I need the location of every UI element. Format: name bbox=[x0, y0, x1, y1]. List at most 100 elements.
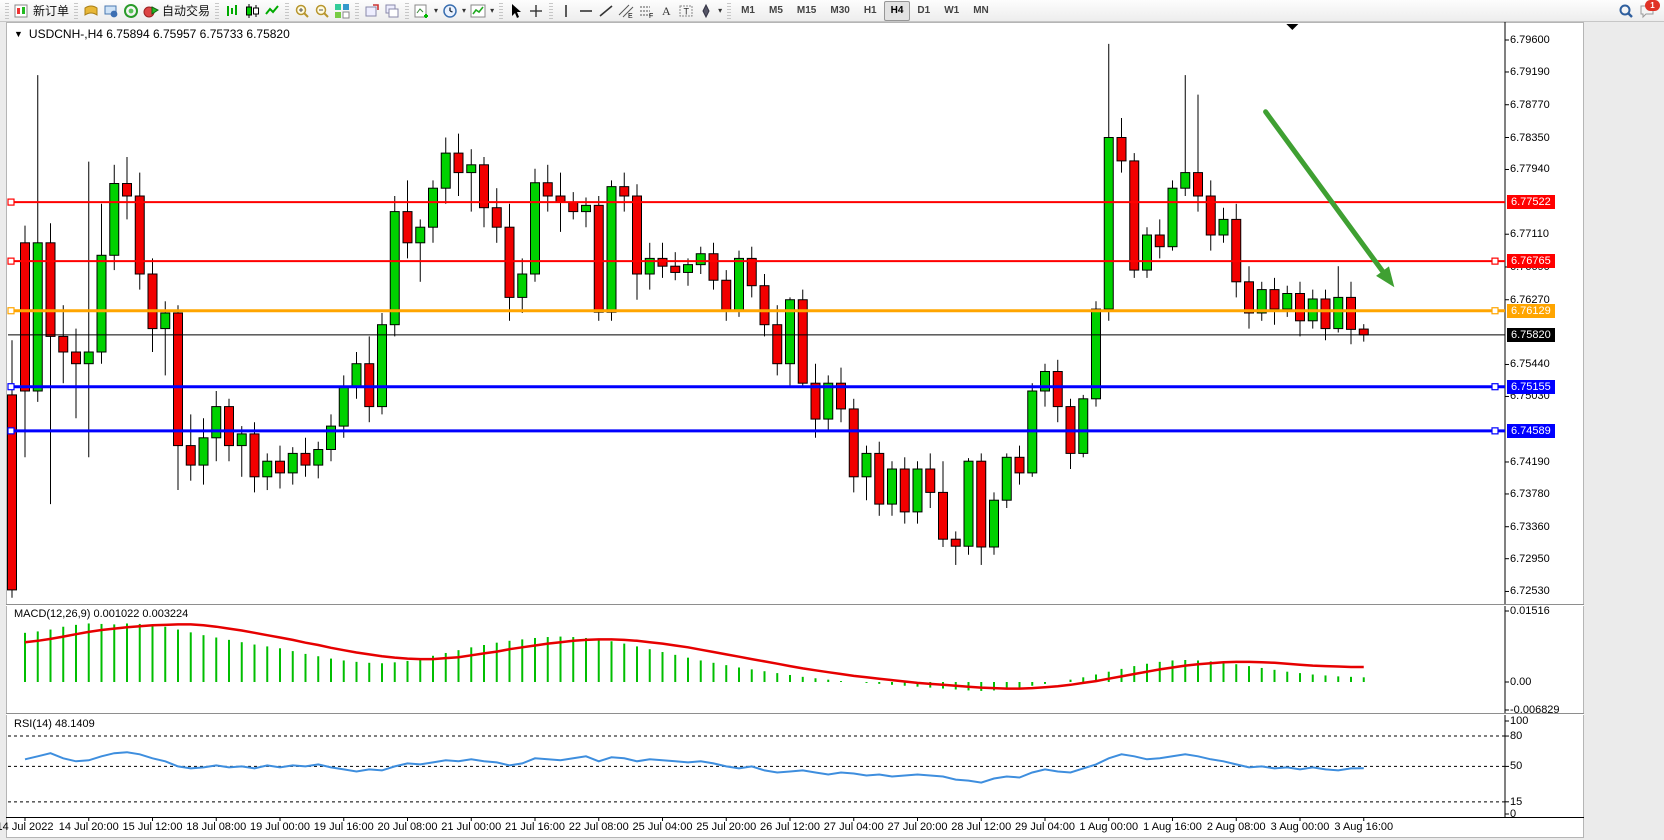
price-axis-tick: 6.73780 bbox=[1510, 487, 1550, 500]
timeframe-button-h1[interactable]: H1 bbox=[863, 5, 877, 16]
charts-button[interactable] bbox=[81, 1, 101, 21]
periods-menu-button[interactable]: ▾ bbox=[440, 1, 468, 21]
timeframe-button-m5[interactable]: M5 bbox=[769, 5, 783, 16]
clock-icon bbox=[443, 3, 457, 18]
price-axis-tick: 6.78770 bbox=[1510, 98, 1550, 111]
rsi-axis-tick: 0 bbox=[1510, 808, 1517, 820]
timeframe-button-d1[interactable]: D1 bbox=[917, 5, 931, 16]
chart-plot-area[interactable] bbox=[8, 40, 1505, 817]
toolbar-grip bbox=[74, 2, 79, 19]
cascade-windows-button[interactable] bbox=[382, 1, 402, 21]
timeframe-button-w1[interactable]: W1 bbox=[944, 5, 960, 16]
new-chart-button[interactable]: ▾ bbox=[412, 1, 440, 21]
time-axis-label: 28 Jul 12:00 bbox=[951, 821, 1012, 833]
svg-text:E: E bbox=[628, 13, 633, 19]
macd-axis-tick: 0.01516 bbox=[1510, 605, 1550, 617]
trendline-tool-button[interactable] bbox=[596, 1, 616, 21]
candles-icon bbox=[246, 3, 260, 18]
toolbar-grip bbox=[405, 2, 410, 19]
price-axis-tick: 6.78350 bbox=[1510, 131, 1550, 144]
time-axis-label: 1 Aug 00:00 bbox=[1079, 821, 1139, 833]
indicators-icon bbox=[470, 4, 486, 17]
fibo-icon: F bbox=[640, 6, 653, 19]
timeframe-button-m30[interactable]: M30 bbox=[830, 5, 850, 16]
price-axis-tick: 6.76270 bbox=[1510, 293, 1550, 306]
notifications-button[interactable]: 1 bbox=[1636, 0, 1660, 21]
toolbar-grip bbox=[215, 2, 220, 19]
time-axis-label: 20 Jul 08:00 bbox=[377, 821, 438, 833]
price-axis-tick: 6.79190 bbox=[1510, 65, 1550, 78]
channel-icon: E bbox=[618, 4, 634, 19]
auto-arrange-button[interactable] bbox=[362, 1, 382, 21]
time-axis-label: 15 Jul 12:00 bbox=[122, 821, 183, 833]
time-axis-label: 2 Aug 08:00 bbox=[1206, 821, 1266, 833]
svg-text:A: A bbox=[662, 4, 671, 18]
macd-label: MACD(12,26,9) 0.001022 0.003224 bbox=[14, 608, 189, 620]
time-axis-label: 18 Jul 08:00 bbox=[186, 821, 247, 833]
arrows-tool-button[interactable]: ▾ bbox=[696, 1, 724, 21]
horizontal-line-tool-button[interactable] bbox=[576, 1, 596, 21]
dropdown-caret-icon: ▾ bbox=[718, 6, 723, 15]
arrange-b-icon bbox=[385, 4, 399, 17]
indicators-menu-button[interactable]: ▾ bbox=[468, 1, 496, 21]
signals-button[interactable] bbox=[121, 1, 141, 21]
price-axis-tick: 6.72530 bbox=[1510, 585, 1550, 598]
timeframe-button-m1[interactable]: M1 bbox=[741, 5, 755, 16]
price-level-badge: 6.75155 bbox=[1507, 379, 1555, 394]
time-axis-label: 14 Jul 2022 bbox=[0, 821, 54, 833]
timeframe-button-m15[interactable]: M15 bbox=[796, 5, 817, 16]
cursor-tool-button[interactable] bbox=[506, 1, 526, 21]
line-chart-button[interactable] bbox=[262, 1, 282, 21]
zoom-out-button[interactable] bbox=[312, 1, 332, 21]
price-axis-tick: 6.77110 bbox=[1510, 228, 1549, 241]
zoom-in-icon bbox=[295, 4, 309, 18]
vertical-line-tool-button[interactable] bbox=[556, 1, 576, 21]
tile-windows-button[interactable] bbox=[332, 1, 352, 21]
search-button[interactable] bbox=[1616, 1, 1636, 21]
bar-chart-button[interactable] bbox=[222, 1, 242, 21]
price-level-badge: 6.76765 bbox=[1507, 254, 1555, 269]
price-axis-tick: 6.74190 bbox=[1510, 455, 1550, 468]
rsi-axis-tick: 80 bbox=[1510, 730, 1523, 743]
autotrade-icon bbox=[143, 5, 160, 17]
hline-icon bbox=[580, 9, 593, 12]
line-icon bbox=[265, 4, 279, 15]
vline-icon bbox=[565, 4, 567, 17]
text-tool-button[interactable]: A bbox=[656, 1, 676, 21]
timeframe-button-h4[interactable]: H4 bbox=[883, 0, 911, 21]
rsi-axis-tick: 15 bbox=[1510, 795, 1523, 808]
trendline-icon bbox=[599, 4, 613, 17]
timeframe-button-mn[interactable]: MN bbox=[973, 5, 989, 16]
autotrade-button[interactable]: 自动交易 bbox=[141, 1, 212, 21]
label-icon: T bbox=[679, 5, 693, 16]
chart-menu-arrow-icon[interactable]: ▼ bbox=[14, 29, 23, 39]
new-chart-icon bbox=[414, 4, 429, 18]
rsi-axis-tick: 50 bbox=[1510, 760, 1523, 773]
new-order-button[interactable]: 新订单 bbox=[12, 1, 71, 21]
market-watch-button[interactable] bbox=[101, 1, 121, 21]
shapes-icon bbox=[702, 3, 710, 18]
time-axis-label: 27 Jul 20:00 bbox=[887, 821, 948, 833]
price-axis-tick: 6.75440 bbox=[1510, 358, 1550, 371]
fibonacci-tool-button[interactable]: F bbox=[636, 1, 656, 21]
candle-chart-button[interactable] bbox=[242, 1, 262, 21]
rsi-label: RSI(14) 48.1409 bbox=[14, 718, 95, 730]
crosshair-tool-button[interactable] bbox=[526, 1, 546, 21]
price-level-badge: 6.75820 bbox=[1507, 327, 1555, 342]
price-level-badge: 6.74589 bbox=[1507, 423, 1555, 438]
time-axis-label: 3 Aug 00:00 bbox=[1270, 821, 1330, 833]
text-label-tool-button[interactable]: T bbox=[676, 1, 696, 21]
zoom-in-button[interactable] bbox=[292, 1, 312, 21]
crosshair-icon bbox=[530, 4, 543, 17]
price-level-badge: 6.76129 bbox=[1507, 303, 1555, 318]
time-axis-label: 26 Jul 12:00 bbox=[760, 821, 820, 833]
time-axis-label: 21 Jul 00:00 bbox=[441, 821, 502, 833]
cursor-icon bbox=[512, 3, 522, 18]
time-axis-label: 19 Jul 16:00 bbox=[313, 821, 374, 833]
equidistant-channel-tool-button[interactable]: E bbox=[616, 1, 636, 21]
dropdown-caret-icon: ▾ bbox=[462, 6, 467, 15]
dropdown-caret-icon: ▾ bbox=[434, 6, 439, 15]
price-axis-tick: 6.72950 bbox=[1510, 552, 1550, 565]
price-axis-tick: 6.79600 bbox=[1510, 34, 1550, 46]
